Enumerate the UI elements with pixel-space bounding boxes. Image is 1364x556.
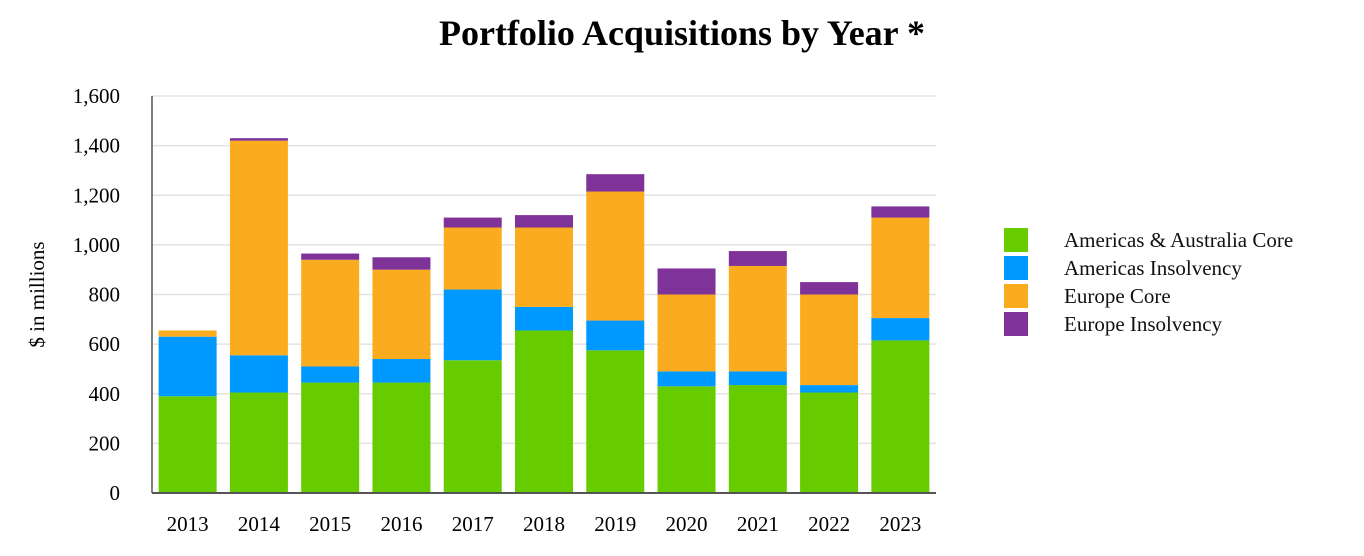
bar-segment bbox=[728, 265, 787, 372]
bar-segment bbox=[229, 392, 288, 493]
x-tick-label: 2019 bbox=[594, 512, 636, 536]
y-tick-label: 600 bbox=[89, 332, 121, 356]
bar-segment bbox=[515, 215, 573, 228]
bar-segment bbox=[871, 206, 930, 218]
bar-segment bbox=[800, 282, 859, 295]
x-tick-label: 2016 bbox=[380, 512, 422, 536]
legend-label: Americas Insolvency bbox=[1064, 255, 1242, 280]
bar-segment bbox=[515, 306, 573, 331]
bar-segment bbox=[372, 269, 431, 360]
bars bbox=[158, 138, 930, 493]
bar-segment bbox=[158, 396, 217, 493]
legend: Americas & Australia Core Americas Insolv… bbox=[1004, 226, 1293, 338]
bar-segment bbox=[800, 392, 859, 493]
y-tick-label: 1,000 bbox=[73, 233, 120, 257]
bar-segment bbox=[657, 371, 716, 387]
x-tick-label: 2021 bbox=[737, 512, 779, 536]
x-tick-label: 2023 bbox=[879, 512, 921, 536]
x-tick-label: 2022 bbox=[808, 512, 850, 536]
chart-title: Portfolio Acquisitions by Year * bbox=[438, 13, 926, 53]
legend-item: Americas Insolvency bbox=[1004, 254, 1293, 282]
y-tick-label: 1,600 bbox=[73, 84, 120, 108]
bar-segment bbox=[657, 386, 716, 493]
bar-segment bbox=[443, 360, 502, 493]
bar-segment bbox=[229, 140, 288, 356]
bar-segment bbox=[158, 336, 217, 397]
y-axis-label: $ in millions bbox=[25, 241, 49, 347]
bar-segment bbox=[586, 174, 645, 192]
legend-swatch bbox=[1004, 312, 1028, 336]
legend-swatch bbox=[1004, 284, 1028, 308]
x-tick-label: 2020 bbox=[666, 512, 708, 536]
bar-segment bbox=[301, 253, 360, 260]
bar-segment bbox=[301, 366, 360, 383]
y-tick-label: 1,200 bbox=[73, 183, 120, 207]
bar-segment bbox=[586, 320, 645, 351]
bar-segment bbox=[443, 217, 502, 228]
bar-segment bbox=[871, 318, 930, 341]
y-tick-label: 1,400 bbox=[73, 134, 120, 158]
x-tick-label: 2014 bbox=[238, 512, 281, 536]
axes: 0 200 400 600 800 1,000 1,200 1,400 1,600 $ in mi… bbox=[25, 84, 936, 536]
bar-segment bbox=[372, 382, 431, 493]
x-tick-label: 2013 bbox=[167, 512, 209, 536]
legend-swatch bbox=[1004, 256, 1028, 280]
bar-segment bbox=[657, 268, 716, 295]
bar-segment bbox=[515, 227, 573, 307]
bar-segment bbox=[586, 191, 645, 321]
x-tick-label: 2015 bbox=[309, 512, 351, 536]
bar-segment bbox=[871, 217, 930, 319]
bar-segment bbox=[301, 259, 360, 367]
y-tick-label: 800 bbox=[89, 283, 121, 307]
x-tick-label: 2017 bbox=[452, 512, 494, 536]
bar-segment bbox=[586, 350, 645, 493]
bar-segment bbox=[229, 355, 288, 393]
bar-segment bbox=[728, 371, 787, 386]
legend-item: Europe Insolvency bbox=[1004, 310, 1293, 338]
bar-segment bbox=[800, 294, 859, 386]
y-tick-label: 200 bbox=[89, 431, 121, 455]
bar-segment bbox=[443, 289, 502, 361]
legend-item: Europe Core bbox=[1004, 282, 1293, 310]
legend-item: Americas & Australia Core bbox=[1004, 226, 1293, 254]
bar-segment bbox=[372, 257, 431, 270]
bar-segment bbox=[515, 330, 573, 493]
y-tick-label: 0 bbox=[110, 481, 121, 505]
bar-segment bbox=[372, 359, 431, 383]
y-tick-label: 400 bbox=[89, 382, 121, 406]
bar-segment bbox=[657, 294, 716, 372]
legend-label: Europe Insolvency bbox=[1064, 311, 1223, 336]
legend-label: Europe Core bbox=[1064, 283, 1171, 308]
bar-segment bbox=[229, 138, 288, 141]
bar-segment bbox=[728, 385, 787, 493]
bar-segment bbox=[443, 227, 502, 290]
bar-segment bbox=[800, 385, 859, 393]
bar-segment bbox=[301, 382, 360, 493]
bar-segment bbox=[871, 340, 930, 493]
legend-swatch bbox=[1004, 228, 1028, 252]
bar-segment bbox=[728, 251, 787, 266]
legend-label: Americas & Australia Core bbox=[1064, 227, 1294, 252]
bar-segment bbox=[158, 330, 217, 337]
x-tick-label: 2018 bbox=[523, 512, 565, 536]
